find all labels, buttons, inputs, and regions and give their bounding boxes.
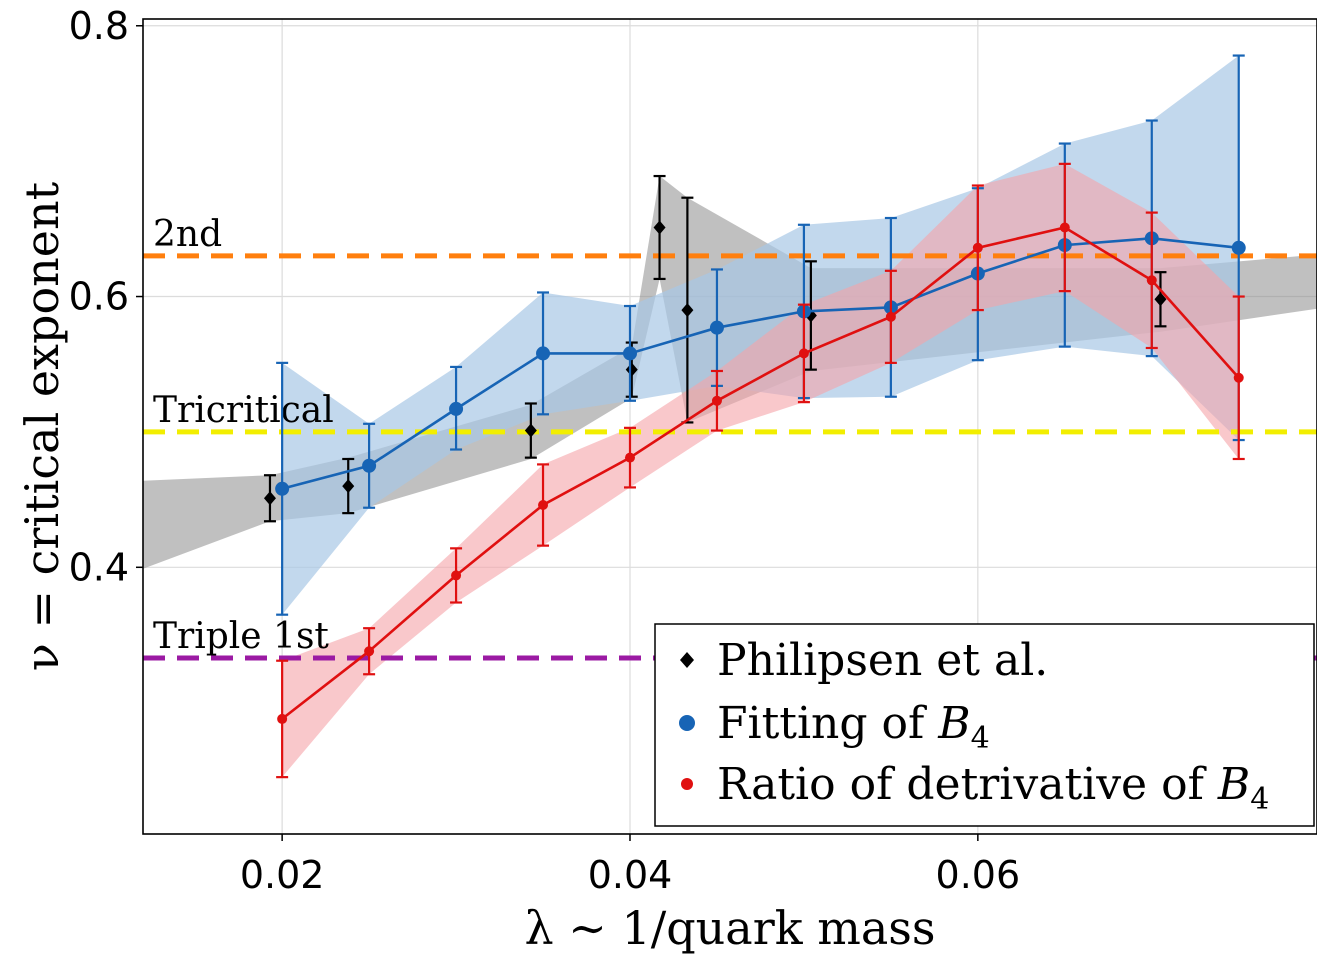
data-point xyxy=(362,459,376,473)
data-point xyxy=(449,402,463,416)
data-point xyxy=(1232,241,1246,255)
reference-line-label: 2nd xyxy=(153,214,222,255)
x-axis-label: λ ∼ 1/quark mass xyxy=(525,901,936,954)
x-tick-label: 0.06 xyxy=(936,853,1021,897)
legend-marker xyxy=(681,778,693,790)
y-axis-label: ν = critical exponent xyxy=(15,181,69,671)
data-point xyxy=(973,243,983,253)
x-tick-label: 0.02 xyxy=(240,853,325,897)
legend-label: Philipsen et al. xyxy=(717,635,1048,686)
data-point xyxy=(712,396,722,406)
data-point xyxy=(623,346,637,360)
reference-line-label: Tricritical xyxy=(153,390,334,431)
data-point xyxy=(710,321,724,335)
y-tick-label: 0.8 xyxy=(69,4,129,48)
legend-label: Fitting of B4 xyxy=(717,698,990,756)
x-tick-label: 0.04 xyxy=(588,853,673,897)
data-point xyxy=(277,714,287,724)
data-point xyxy=(275,482,289,496)
data-point xyxy=(1234,373,1244,383)
data-point xyxy=(799,348,809,358)
y-tick-label: 0.4 xyxy=(69,545,129,589)
data-point xyxy=(886,312,896,322)
data-point xyxy=(1060,222,1070,232)
data-point xyxy=(625,453,635,463)
data-point xyxy=(536,346,550,360)
data-point xyxy=(1147,275,1157,285)
reference-line-label: Triple 1st xyxy=(153,616,329,657)
data-point xyxy=(451,570,461,580)
data-point xyxy=(538,500,548,510)
y-tick-label: 0.6 xyxy=(69,275,129,319)
legend-label: Ratio of detrivative of B4 xyxy=(717,759,1269,817)
data-point xyxy=(364,646,374,656)
legend-marker xyxy=(679,715,695,731)
